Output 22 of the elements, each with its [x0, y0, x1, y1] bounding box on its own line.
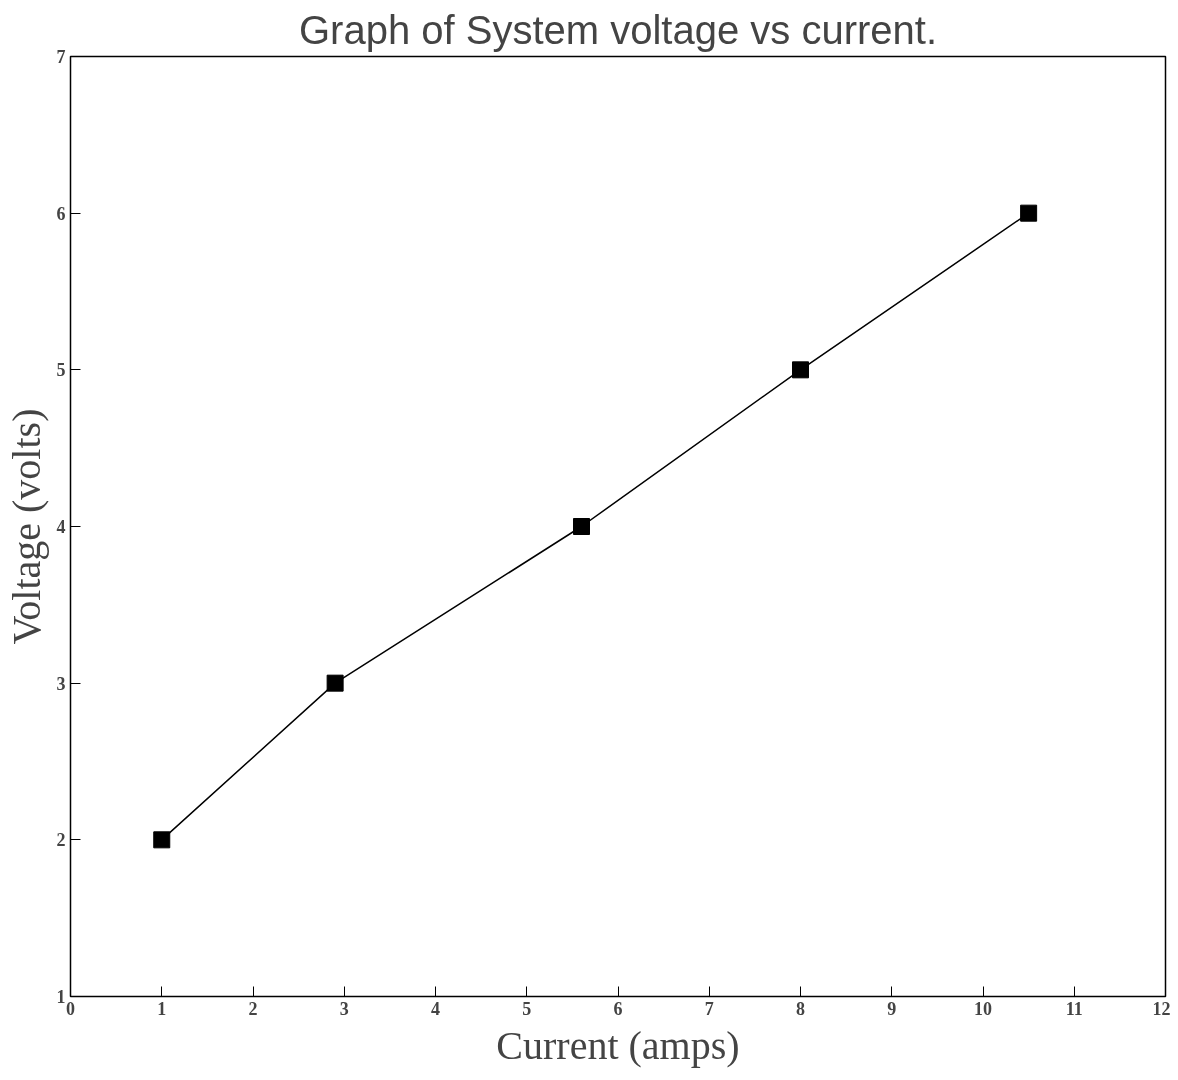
- x-tick-label: 9: [887, 998, 897, 1019]
- x-tick-label: 0: [66, 998, 75, 1019]
- x-tick-label: 3: [339, 998, 349, 1019]
- x-tick-label: 2: [248, 998, 258, 1019]
- y-tick-label: 6: [56, 203, 66, 224]
- y-axis-title: Voltage (volts): [3, 408, 49, 645]
- x-tick-label: 8: [796, 998, 805, 1019]
- y-tick-label: 3: [56, 673, 66, 694]
- y-tick-label: 2: [56, 830, 66, 851]
- x-tick-label: 11: [1065, 998, 1083, 1019]
- chart-title: Graph of System voltage vs current.: [298, 7, 938, 52]
- x-tick-label: 10: [974, 998, 992, 1019]
- y-tick-label: 7: [56, 47, 66, 67]
- x-tick-label: 6: [613, 998, 623, 1019]
- x-axis-title: Current (amps): [496, 1022, 740, 1068]
- y-tick-label: 4: [56, 517, 66, 537]
- y-tick-label: 5: [56, 360, 66, 381]
- x-tick-label: 1: [157, 998, 167, 1019]
- x-tick-label: 5: [522, 998, 532, 1019]
- x-tick-label: 7: [704, 998, 714, 1019]
- x-tick-label: 4: [431, 998, 440, 1019]
- x-tick-label: 12: [1152, 998, 1171, 1019]
